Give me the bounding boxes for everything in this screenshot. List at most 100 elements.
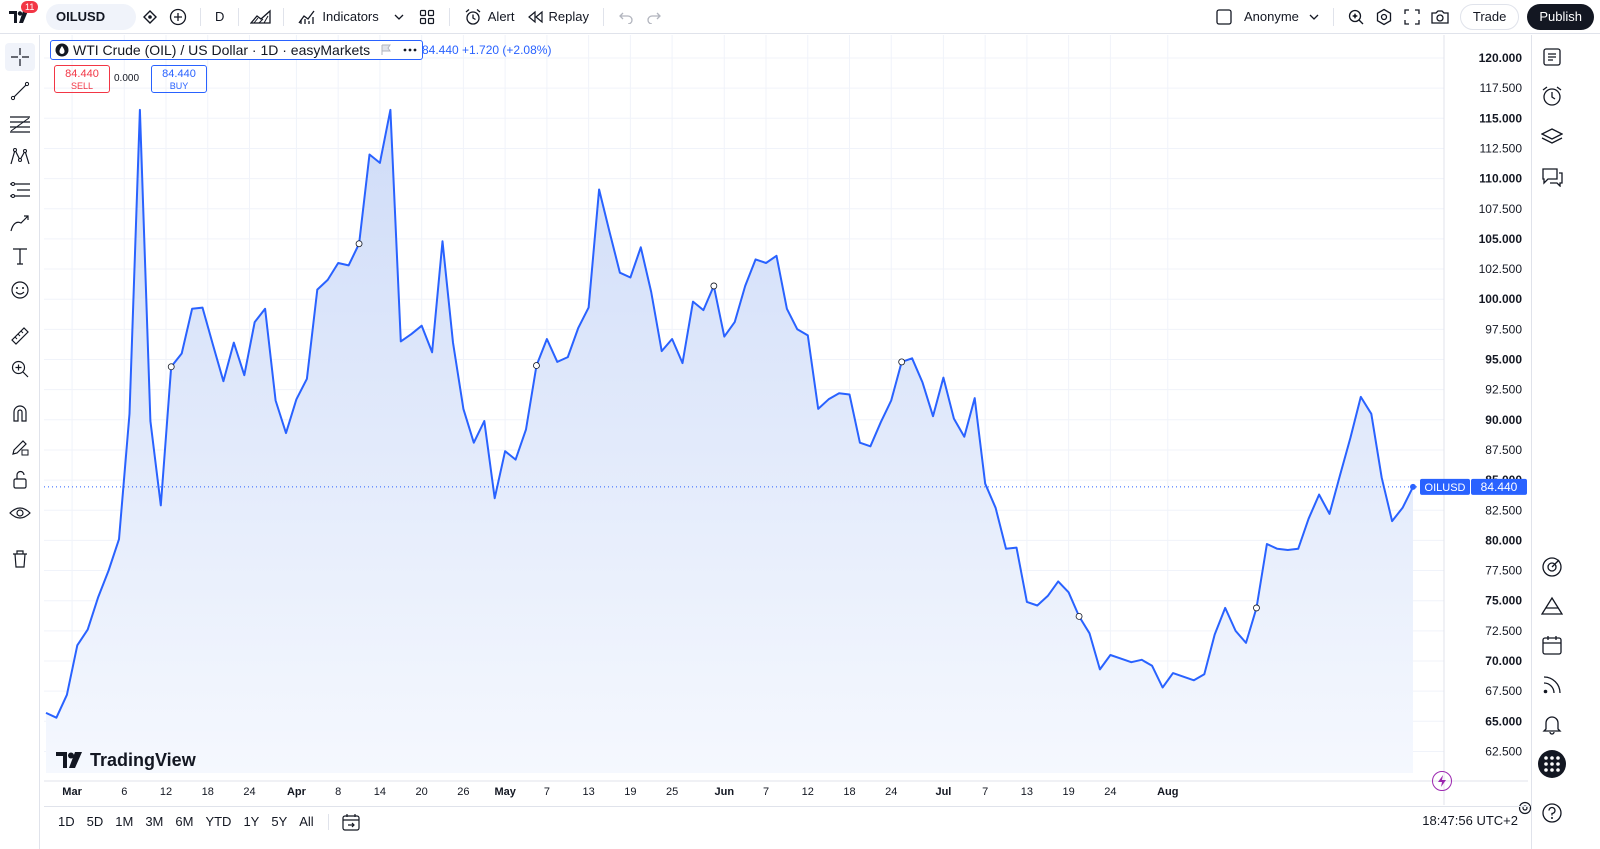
chart-pane[interactable]: 120.000 117.500 115.000 112.500 110.000 107.5… bbox=[44, 35, 1528, 805]
price-axis[interactable]: 120.000 117.500 115.000 112.500 110.000 107.5… bbox=[1443, 35, 1523, 805]
event-marker bbox=[898, 358, 906, 366]
fullscreen-icon bbox=[1404, 8, 1420, 25]
alerts-panel-button[interactable] bbox=[1538, 82, 1566, 110]
measure-tool[interactable] bbox=[5, 321, 35, 349]
tradingview-watermark[interactable]: TradingView bbox=[56, 748, 196, 772]
trade-button[interactable]: Trade bbox=[1459, 3, 1520, 30]
clock-label[interactable]: 18:47:56 UTC+2 bbox=[1422, 813, 1518, 828]
tools-button[interactable] bbox=[1538, 592, 1566, 620]
chevron-down-icon bbox=[1309, 14, 1319, 20]
symbol-search-button[interactable]: OILUSD bbox=[46, 3, 136, 30]
publish-label: Publish bbox=[1539, 9, 1582, 24]
publish-button[interactable]: Publish bbox=[1527, 3, 1594, 30]
indicators-dropdown-button[interactable] bbox=[385, 3, 413, 31]
crosshair-tool[interactable] bbox=[5, 43, 35, 71]
redo-button[interactable] bbox=[640, 3, 668, 31]
watchlist-button[interactable] bbox=[1538, 43, 1566, 71]
account-menu-button[interactable]: Anonyme bbox=[1238, 3, 1325, 31]
zoom-tool[interactable] bbox=[5, 355, 35, 383]
time-tick-label: 24 bbox=[1104, 786, 1116, 798]
price-chart[interactable]: 120.000117.500115.000112.500110.000107.5… bbox=[44, 35, 1528, 805]
legend-title: WTI Crude (OIL) / US Dollar · 1D · easyM… bbox=[73, 42, 371, 58]
lock-drawings-tool[interactable] bbox=[5, 466, 35, 494]
price-tick-label: 117.500 bbox=[1480, 81, 1523, 95]
time-axis[interactable]: Mar 6 12 18 24 Apr 8 14 20 26 May 7 13 19 25 Jun 7 12 18 24… bbox=[44, 780, 1528, 798]
magnet-tool[interactable] bbox=[5, 399, 35, 427]
indicators-label: Indicators bbox=[322, 9, 379, 24]
ideas-button[interactable] bbox=[1538, 553, 1566, 581]
range-button-3m[interactable]: 3M bbox=[145, 814, 164, 829]
target-icon bbox=[1542, 557, 1562, 577]
price-tick-label: 112.500 bbox=[1480, 141, 1523, 155]
chart-type-button[interactable] bbox=[247, 3, 275, 31]
crosshair-icon bbox=[11, 48, 29, 66]
range-buttons: 1D 5D 1M 3M 6M YTD 1Y 5Y All bbox=[52, 814, 320, 829]
text-tool[interactable] bbox=[5, 242, 35, 270]
go-to-date-button[interactable] bbox=[337, 808, 365, 836]
range-button-all[interactable]: All bbox=[299, 814, 314, 829]
right-widget-bar bbox=[1531, 35, 1600, 849]
range-button-5y[interactable]: 5Y bbox=[271, 814, 288, 829]
price-tick-label: 102.500 bbox=[1479, 262, 1523, 276]
hide-drawings-tool[interactable] bbox=[5, 499, 35, 527]
price-tick-label: 62.500 bbox=[1485, 744, 1522, 758]
replay-button[interactable]: Replay bbox=[521, 3, 595, 31]
indicators-button[interactable]: Indicators bbox=[292, 3, 384, 31]
tradingview-logo-button[interactable]: 11 bbox=[0, 0, 40, 34]
ruler-icon bbox=[11, 327, 29, 345]
alert-button[interactable]: Alert bbox=[458, 3, 521, 31]
stay-drawing-tool[interactable] bbox=[5, 433, 35, 461]
lightning-badge[interactable] bbox=[1432, 771, 1452, 791]
range-button-ytd[interactable]: YTD bbox=[205, 814, 232, 829]
symbol-menu-button[interactable] bbox=[136, 3, 164, 31]
interval-button[interactable]: D bbox=[209, 3, 230, 31]
calendar-button[interactable] bbox=[1538, 631, 1566, 659]
layout-checkbox[interactable] bbox=[1210, 3, 1238, 31]
chart-legend[interactable]: WTI Crude (OIL) / US Dollar · 1D · easyM… bbox=[50, 40, 424, 60]
brush-tool[interactable] bbox=[5, 209, 35, 237]
range-button-6m[interactable]: 6M bbox=[175, 814, 194, 829]
news-button[interactable] bbox=[1538, 671, 1566, 699]
compare-symbol-button[interactable] bbox=[164, 3, 192, 31]
buy-button[interactable]: 84.440 BUY bbox=[151, 65, 207, 93]
settings-button[interactable] bbox=[1370, 3, 1398, 31]
range-button-1m[interactable]: 1M bbox=[115, 814, 134, 829]
gear-icon bbox=[1376, 8, 1392, 25]
time-tick-label: 18 bbox=[202, 786, 214, 798]
price-tick-label: 105.000 bbox=[1479, 232, 1523, 246]
more-icon[interactable] bbox=[402, 44, 418, 56]
range-button-1y[interactable]: 1Y bbox=[243, 814, 260, 829]
separator bbox=[200, 7, 201, 26]
eye-icon bbox=[9, 507, 31, 519]
sell-button[interactable]: 84.440 SELL bbox=[54, 65, 110, 93]
price-tick-label: 97.500 bbox=[1485, 322, 1522, 336]
notifications-button[interactable] bbox=[1538, 710, 1566, 738]
help-button[interactable] bbox=[1538, 799, 1566, 827]
range-button-5d[interactable]: 5D bbox=[86, 814, 104, 829]
sell-label: SELL bbox=[70, 81, 94, 91]
pattern-tool[interactable] bbox=[5, 143, 35, 171]
undo-button[interactable] bbox=[612, 3, 640, 31]
trend-line-tool[interactable] bbox=[5, 77, 35, 105]
time-tick-label: 25 bbox=[666, 786, 678, 798]
price-tick-label: 95.000 bbox=[1485, 353, 1522, 367]
flag-icon[interactable] bbox=[380, 44, 392, 56]
prediction-tool[interactable] bbox=[5, 176, 35, 204]
plus-circle-icon bbox=[169, 8, 187, 25]
alarm-clock-icon bbox=[465, 8, 481, 25]
layouts-button[interactable] bbox=[413, 3, 441, 31]
quick-search-button[interactable] bbox=[1342, 3, 1370, 31]
range-button-1d[interactable]: 1D bbox=[58, 814, 75, 829]
snapshot-button[interactable] bbox=[1426, 3, 1454, 31]
layers-icon bbox=[1541, 128, 1563, 144]
object-tree-button[interactable] bbox=[1538, 123, 1566, 151]
remove-drawings-tool[interactable] bbox=[5, 545, 35, 573]
fullscreen-button[interactable] bbox=[1398, 3, 1426, 31]
price-tick-label: 65.000 bbox=[1485, 714, 1522, 728]
fib-tool[interactable] bbox=[5, 110, 35, 138]
chat-button[interactable] bbox=[1538, 163, 1566, 191]
symbol-tag-bg bbox=[1420, 478, 1470, 495]
emoji-tool[interactable] bbox=[5, 276, 35, 304]
apps-grid-icon bbox=[1544, 756, 1560, 772]
apps-button[interactable] bbox=[1538, 750, 1566, 778]
